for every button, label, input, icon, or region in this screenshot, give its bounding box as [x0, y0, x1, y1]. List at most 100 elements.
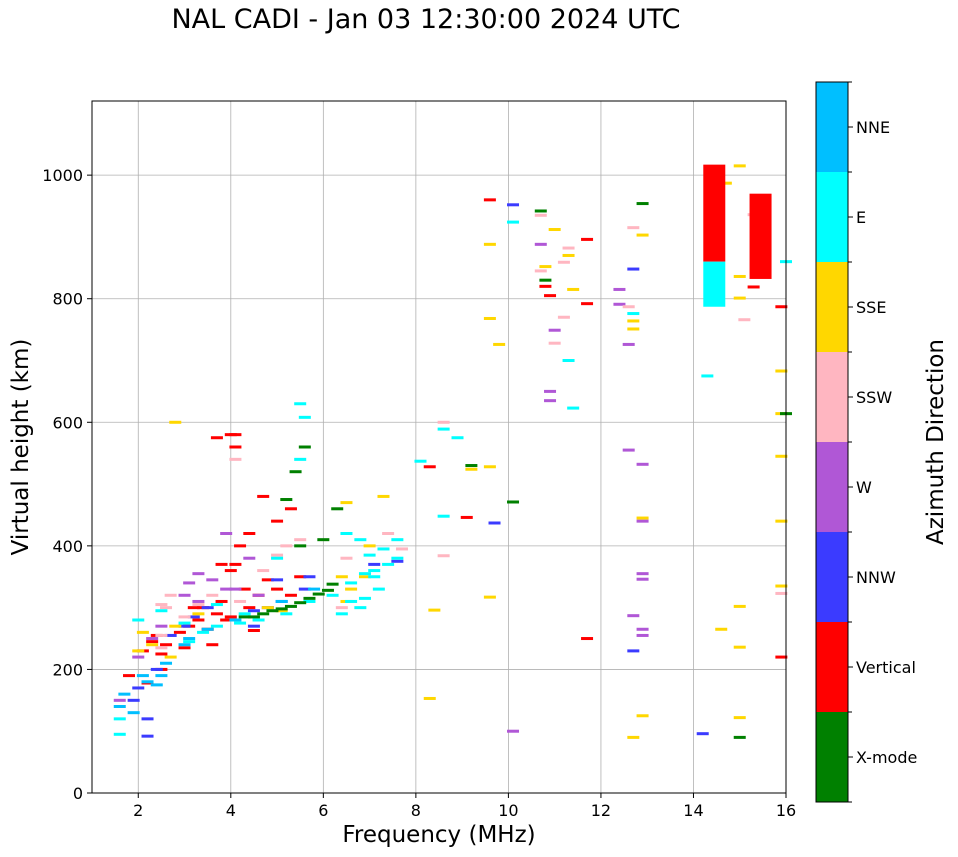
- echo-point-nnw: [298, 587, 311, 591]
- echo-point-sse: [636, 516, 649, 520]
- echo-point-sse: [733, 645, 746, 649]
- echo-point-e: [354, 538, 367, 542]
- echo-point-sse: [340, 501, 353, 505]
- x-tick-label: 14: [683, 801, 703, 820]
- echo-point-w: [636, 633, 649, 637]
- echo-point-e: [271, 556, 284, 560]
- echo-point-vertical: [155, 652, 168, 656]
- echo-point-w: [252, 593, 265, 597]
- echo-point-vertical: [229, 562, 242, 566]
- echo-point-sse: [539, 265, 552, 269]
- echo-point-nnw: [696, 732, 709, 736]
- colorbar-segment: [816, 532, 848, 622]
- echo-point-sse: [136, 630, 149, 634]
- echo-point-w: [229, 587, 242, 591]
- echo-point-ssw: [562, 246, 575, 250]
- echo-point-nnw: [303, 575, 316, 579]
- echo-point-vertical: [460, 515, 473, 519]
- echo-point-sse: [775, 369, 788, 373]
- echo-point-e: [113, 717, 126, 721]
- echo-point-vertical: [224, 615, 237, 619]
- echo-point-sse: [627, 319, 640, 323]
- y-tick-label: 800: [52, 290, 83, 309]
- echo-point-ssw: [294, 538, 307, 542]
- echo-point-sse: [169, 624, 182, 628]
- echo-point-ssw: [155, 633, 168, 637]
- echo-point-e: [377, 547, 390, 551]
- colorbar-segment: [816, 712, 848, 802]
- echo-point-x-mode: [247, 615, 260, 619]
- echo-point-sse: [719, 181, 732, 185]
- echo-point-sse: [363, 544, 376, 548]
- echo-point-sse: [275, 609, 288, 613]
- echo-point-sse: [627, 327, 640, 331]
- echo-point-w: [146, 637, 159, 641]
- echo-point-vertical: [483, 198, 496, 202]
- echo-point-sse: [627, 735, 640, 739]
- colorbar: X-mode Vertical NNW W SSW SSE E NNE: [815, 81, 917, 803]
- echo-point-x-mode: [317, 538, 330, 542]
- echo-point-ssw: [622, 305, 635, 309]
- echo-point-e: [113, 732, 126, 736]
- echo-point-w: [113, 698, 126, 702]
- x-tick-label: 16: [776, 801, 796, 820]
- echo-point-nne: [183, 637, 196, 641]
- echo-point-vertical: [220, 618, 233, 622]
- colorbar-tick-label: Vertical: [856, 658, 916, 677]
- y-tick-label: 400: [52, 537, 83, 556]
- echo-point-e: [368, 575, 381, 579]
- echo-point-e: [340, 532, 353, 535]
- echo-point-e: [303, 599, 316, 603]
- echo-point-sse: [733, 604, 746, 608]
- chart-title: NAL CADI - Jan 03 12:30:00 2024 UTC: [171, 4, 681, 35]
- echo-point-nne: [118, 692, 131, 696]
- plot-frame: [91, 100, 787, 794]
- echo-point-sse: [483, 595, 496, 599]
- x-tick-label: 12: [591, 801, 611, 820]
- echo-point-w: [155, 624, 168, 628]
- echo-point-ssw: [229, 457, 242, 461]
- echo-point-nne: [229, 618, 242, 622]
- x-tick-label: 6: [318, 801, 328, 820]
- echo-point-w: [132, 655, 145, 659]
- echo-point-nnw: [141, 717, 154, 721]
- echo-point-vertical: [581, 302, 594, 306]
- colorbar-tick-label: E: [856, 208, 866, 227]
- echo-point-sse: [335, 575, 348, 579]
- echo-point-nne: [150, 683, 163, 687]
- colorbar-tick-label: X-mode: [856, 748, 917, 767]
- echo-point-nnw: [368, 562, 381, 566]
- echo-point-ssw: [437, 554, 450, 558]
- echo-point-vertical: [178, 646, 191, 650]
- echo-point-vertical: [229, 433, 242, 437]
- echo-point-ssw: [437, 420, 450, 424]
- echo-point-nne: [113, 705, 126, 708]
- echo-bar-e: [703, 261, 726, 307]
- x-tick-label: 8: [411, 801, 421, 820]
- echo-bar-vertical: [749, 193, 772, 279]
- echo-point-w: [636, 462, 649, 466]
- echo-point-e: [294, 457, 307, 461]
- echo-point-vertical: [544, 294, 557, 298]
- echo-point-vertical: [284, 507, 297, 511]
- echo-point-w: [507, 729, 520, 733]
- echo-point-x-mode: [257, 612, 270, 616]
- echo-point-ssw: [155, 646, 168, 650]
- echo-point-e: [326, 593, 339, 597]
- echo-point-ssw: [164, 593, 177, 597]
- echo-point-vertical: [775, 655, 788, 659]
- echo-point-nne: [155, 674, 168, 678]
- data-marks: [113, 164, 792, 739]
- echo-point-sse: [733, 296, 746, 300]
- echo-point-vertical: [210, 436, 223, 440]
- echo-point-vertical: [229, 445, 242, 449]
- echo-point-x-mode: [289, 470, 302, 474]
- echo-point-ssw: [557, 260, 570, 264]
- echo-point-e: [155, 609, 168, 613]
- echo-point-sse: [192, 612, 205, 616]
- echo-point-e: [363, 553, 376, 557]
- echo-point-nnw: [201, 606, 214, 610]
- echo-point-sse: [733, 716, 746, 720]
- echo-point-e: [701, 374, 714, 378]
- echo-point-x-mode: [326, 582, 339, 586]
